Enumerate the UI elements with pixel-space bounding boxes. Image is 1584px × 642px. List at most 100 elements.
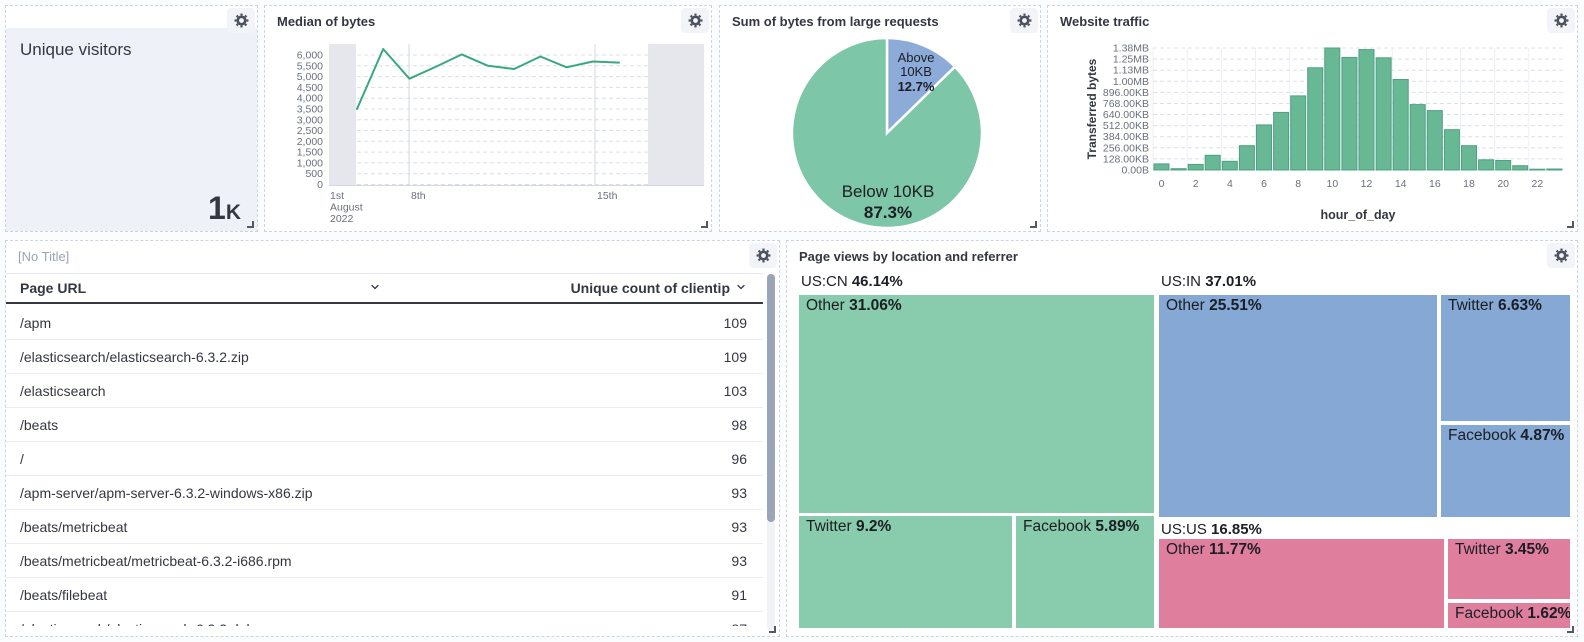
panel-resize-handle[interactable] <box>1030 221 1037 228</box>
gear-icon <box>1554 248 1568 263</box>
bar-hour-11[interactable] <box>1341 56 1358 171</box>
bar-hour-3[interactable] <box>1204 154 1221 171</box>
treemap-cell-us-in-twitter[interactable]: Twitter 6.63% <box>1441 295 1570 421</box>
y-axis-tick-label: 768.00KB <box>1103 98 1149 110</box>
panel-resize-handle[interactable] <box>1567 221 1574 228</box>
metric-label: Unique visitors <box>20 40 132 59</box>
y-axis-tick-label: 640.00KB <box>1103 109 1149 121</box>
table-row: /apm-server/apm-server-6.3.2-windows-x86… <box>6 476 763 510</box>
bar-hour-9[interactable] <box>1307 67 1324 171</box>
gear-icon <box>756 248 770 263</box>
bar-hour-17[interactable] <box>1443 129 1460 171</box>
bar-hour-8[interactable] <box>1290 95 1307 171</box>
y-axis-tick-label: 500 <box>305 168 323 180</box>
bar-hour-16[interactable] <box>1426 110 1443 171</box>
website-traffic-chart[interactable]: 0.00B128.00KB256.00KB384.00KB512.00KB640… <box>1050 8 1577 232</box>
bar-hour-10[interactable] <box>1324 47 1341 171</box>
bar-hour-0[interactable] <box>1153 163 1170 171</box>
treemap-cell-us-us-facebook[interactable]: Facebook 1.62% <box>1448 603 1570 628</box>
y-axis-tick-label: 3,000 <box>297 114 323 126</box>
bar-hour-2[interactable] <box>1187 163 1204 171</box>
bar-hour-19[interactable] <box>1478 159 1495 171</box>
count-cell: 93 <box>731 484 747 501</box>
page-url-cell: / <box>20 450 24 467</box>
panel-resize-handle[interactable] <box>247 221 254 228</box>
y-axis-tick-label: 4,000 <box>297 93 323 105</box>
y-axis-tick-label: 1.00MB <box>1113 76 1149 88</box>
scrollbar-thumb[interactable] <box>767 274 775 522</box>
bar-hour-18[interactable] <box>1461 145 1477 171</box>
x-axis-tick-label: 22 <box>1532 178 1544 190</box>
x-axis-tick-label: 1st <box>330 190 344 202</box>
bar-hour-4[interactable] <box>1221 160 1238 171</box>
bar-hour-5[interactable] <box>1238 145 1255 171</box>
pie-slice-above-10kb[interactable] <box>885 36 957 136</box>
x-axis-tick-label: 8th <box>411 190 426 202</box>
panel-resize-handle[interactable] <box>701 221 708 228</box>
median-bytes-series-line[interactable] <box>356 48 620 110</box>
pie-slice-below-10kb[interactable] <box>790 36 984 230</box>
pie-slice-label: Below 10KB <box>842 182 935 201</box>
bar-hour-7[interactable] <box>1273 111 1290 171</box>
treemap-cell-us-cn-facebook[interactable]: Facebook 5.89% <box>1016 516 1154 628</box>
x-axis-tick-label: 2 <box>1193 178 1199 190</box>
treemap-cell-us-us-twitter[interactable]: Twitter 3.45% <box>1448 539 1570 599</box>
bar-hour-12[interactable] <box>1358 49 1375 171</box>
panel-title: Website traffic <box>1060 14 1150 29</box>
page-url-cell: /elasticsearch/elasticsearch-6.3.2.deb <box>6 621 391 627</box>
panel-options-button[interactable] <box>749 243 777 268</box>
treemap-cell-us-cn-other[interactable]: Other 31.06% <box>799 295 1154 513</box>
bar-hour-14[interactable] <box>1392 79 1409 171</box>
y-axis-tick-label: 1.13MB <box>1113 65 1149 77</box>
panel-options-button[interactable] <box>1547 243 1575 268</box>
bar-hour-20[interactable] <box>1495 160 1512 171</box>
x-axis-tick-label: August <box>330 202 363 214</box>
panel-resize-handle[interactable] <box>1567 626 1574 633</box>
bar-hour-23[interactable] <box>1546 168 1563 171</box>
treemap-group-label-us-in: US:IN 37.01% <box>1161 273 1257 290</box>
panel-options-button[interactable] <box>1547 8 1575 33</box>
table-header: Page URL Unique count of clientip <box>6 273 763 304</box>
x-axis-tick-label: 6 <box>1261 178 1267 190</box>
bar-hour-15[interactable] <box>1409 104 1426 171</box>
table-row: /elasticsearch 103 <box>6 374 763 408</box>
treemap-cell-us-in-facebook[interactable]: Facebook 4.87% <box>1441 425 1570 517</box>
column-header-page-url[interactable]: Page URL <box>6 280 391 296</box>
panel-resize-handle[interactable] <box>769 626 776 633</box>
bar-hour-22[interactable] <box>1529 168 1546 171</box>
y-axis-tick-label: 512.00KB <box>1103 120 1149 132</box>
page-url-cell: /apm <box>20 314 52 331</box>
page-url-cell: /beats/metricbeat <box>20 518 128 535</box>
chevron-down-icon <box>369 280 381 296</box>
count-cell: 109 <box>723 348 747 365</box>
bar-hour-6[interactable] <box>1256 124 1272 171</box>
gear-icon <box>234 13 248 28</box>
x-axis-tick-label: 15th <box>597 190 618 202</box>
bar-hour-21[interactable] <box>1512 165 1529 171</box>
panel-page-views-treemap: Page views by location and referrer US:C… <box>786 240 1578 637</box>
page-url-cell: /beats/filebeat <box>20 586 108 603</box>
bar-hour-13[interactable] <box>1375 57 1392 171</box>
column-header-unique-count[interactable]: Unique count of clientip <box>391 280 763 296</box>
x-axis-tick-label: 10 <box>1327 178 1339 190</box>
panel-options-button[interactable] <box>1010 8 1038 33</box>
bar-hour-1[interactable] <box>1170 168 1187 171</box>
panel-sum-of-bytes-large-requests: Sum of bytes from large requests Above 10… <box>719 5 1041 232</box>
scrollbar-track[interactable] <box>767 274 775 631</box>
table-body: /apm 109 /elasticsearch/elasticsearch-6.… <box>6 306 763 626</box>
treemap-cell-us-in-other[interactable]: Other 25.51% <box>1159 295 1437 517</box>
panel-options-button[interactable] <box>681 8 709 33</box>
metric-suffix: K <box>225 201 241 224</box>
y-axis-tick-label: 0 <box>317 179 323 191</box>
panel-median-of-bytes: Median of bytes 0 500 1,000 1,500 2,000 2,500… <box>264 5 712 232</box>
treemap: US:CN 46.14% Other 31.06% Twitter 9.2% Face… <box>799 273 1570 628</box>
treemap-cell-us-cn-twitter[interactable]: Twitter 9.2% <box>799 516 1012 628</box>
panel-options-button[interactable] <box>227 8 255 33</box>
treemap-cell-us-us-other[interactable]: Other 11.77% <box>1159 539 1444 628</box>
x-axis-tick-label: 14 <box>1395 178 1407 190</box>
median-of-bytes-chart[interactable]: 05001,0001,5002,0002,5003,0003,5004,0004… <box>267 32 712 228</box>
count-cell: 103 <box>723 382 747 399</box>
